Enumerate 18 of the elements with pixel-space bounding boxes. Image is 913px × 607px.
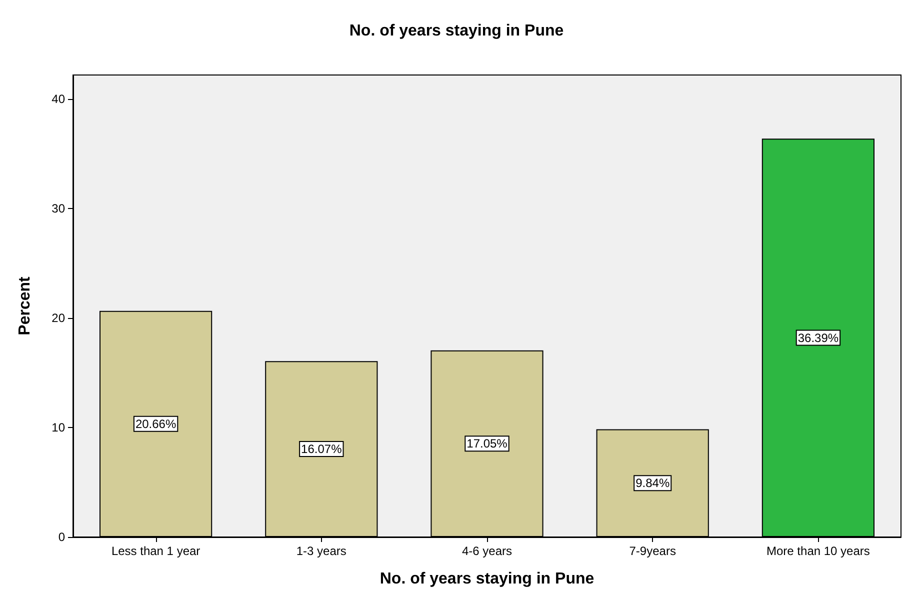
x-axis-title: No. of years staying in Pune	[380, 570, 594, 588]
data-label: 20.66%	[135, 416, 176, 431]
x-tick-label: 1-3 years	[296, 544, 346, 558]
y-tick-label: 30	[52, 202, 66, 216]
x-tick-label: 7-9years	[629, 544, 676, 558]
x-tick-label: More than 10 years	[766, 544, 870, 558]
x-tick-label: 4-6 years	[462, 544, 512, 558]
y-tick-label: 10	[52, 420, 66, 435]
y-tick-label: 20	[52, 311, 66, 326]
data-label: 17.05%	[466, 436, 508, 451]
x-tick-label: Less than 1 year	[111, 544, 200, 558]
data-label: 16.07%	[301, 442, 342, 456]
data-label: 9.84%	[636, 476, 670, 490]
data-label: 36.39%	[798, 330, 839, 345]
y-tick-label: 0	[58, 530, 66, 544]
y-tick-label: 40	[52, 92, 66, 106]
y-axis-title: Percent	[16, 276, 34, 336]
chart-title: No. of years staying in Pune	[349, 22, 564, 40]
